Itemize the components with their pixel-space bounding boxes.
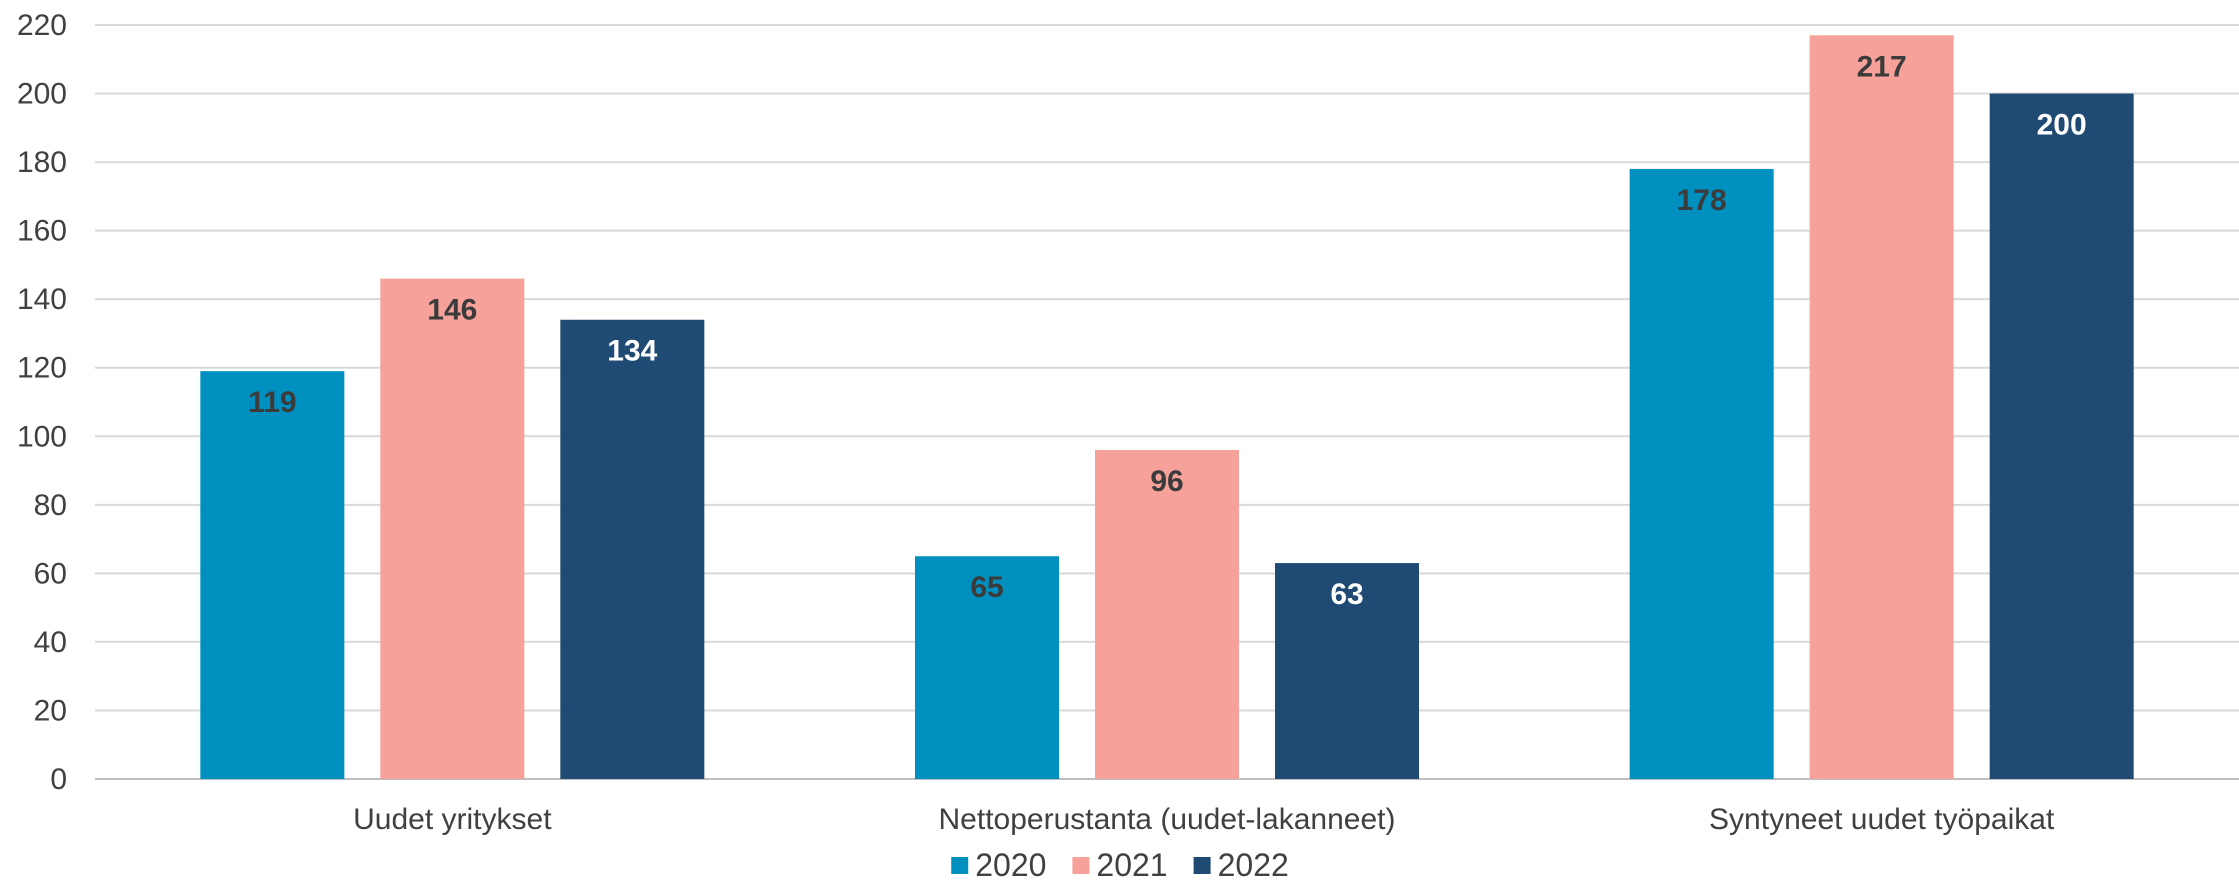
data-labels: 119 146 134 65 96 63 178 217 200: [248, 50, 2087, 611]
data-label-2020-1: 119: [248, 386, 296, 419]
data-label-2020-2: 65: [970, 571, 1003, 604]
data-label-2020-3: 178: [1677, 184, 1727, 217]
y-tick-label-60: 60: [34, 557, 67, 590]
data-label-2021-1: 146: [427, 294, 477, 327]
legend-swatch-2022: [1193, 857, 1211, 874]
data-label-2021-2: 96: [1150, 465, 1183, 498]
bar-2022-1: [560, 319, 705, 779]
x-axis-category-labels: Uudet yritykset Nettoperustanta (uudet-la…: [353, 803, 2055, 836]
bar-2020-3: [1629, 168, 1774, 780]
y-tick-label-140: 140: [17, 283, 67, 316]
category-label-3: Syntyneet uudet työpaikat: [1709, 803, 2055, 836]
y-tick-label-80: 80: [34, 489, 67, 522]
y-tick-label-220: 220: [17, 9, 67, 42]
legend-swatch-2021: [1072, 857, 1090, 874]
bar-2021-1: [380, 278, 525, 779]
y-tick-label-180: 180: [17, 146, 67, 179]
category-label-2: Nettoperustanta (uudet-lakanneet): [939, 803, 1396, 836]
data-label-2021-3: 217: [1857, 50, 1907, 83]
legend: 2020 2021 2022: [951, 847, 1289, 883]
y-tick-label-40: 40: [34, 626, 67, 659]
bar-2021-3: [1809, 35, 1954, 780]
bar-2021-2: [1095, 449, 1239, 779]
bar-2022-3: [1989, 93, 2134, 779]
legend-swatch-2020: [951, 857, 969, 874]
y-tick-label-0: 0: [50, 763, 67, 796]
data-label-2022-3: 200: [2037, 109, 2087, 142]
bar-2022-2: [1275, 563, 1419, 779]
data-label-2022-1: 134: [607, 335, 657, 368]
y-tick-label-120: 120: [17, 352, 67, 385]
legend-label-2022: 2022: [1218, 847, 1289, 883]
legend-label-2020: 2020: [975, 847, 1046, 883]
y-axis-tick-labels: 0 20 40 60 80 100 120 140 160 180 200 220: [17, 9, 67, 796]
data-label-2022-2: 63: [1330, 578, 1363, 611]
bars: [200, 35, 2134, 780]
y-tick-label-200: 200: [17, 78, 67, 111]
legend-label-2021: 2021: [1096, 847, 1167, 883]
y-tick-label-20: 20: [34, 694, 67, 727]
bar-2020-2: [915, 556, 1059, 779]
y-tick-label-100: 100: [17, 420, 67, 453]
bar-2020-1: [200, 371, 345, 779]
y-tick-label-160: 160: [17, 215, 67, 248]
category-label-1: Uudet yritykset: [353, 803, 552, 836]
